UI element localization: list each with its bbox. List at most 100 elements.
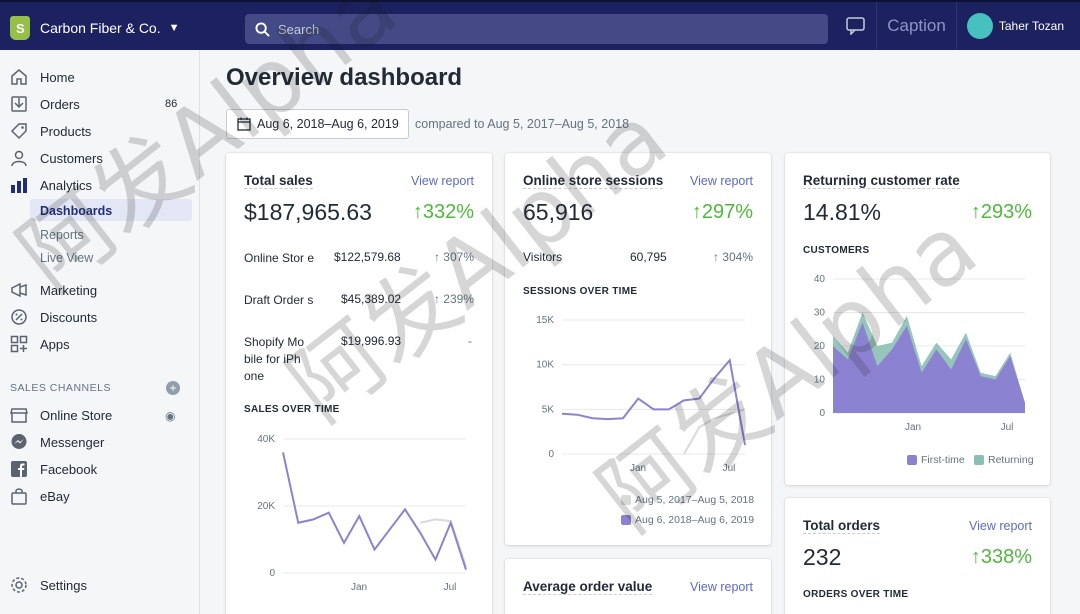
view-report-link[interactable]: View report bbox=[411, 174, 474, 188]
series-line-current bbox=[282, 452, 467, 570]
tag-icon bbox=[10, 122, 28, 140]
customers-chart: 0 10 20 30 40 Jan Jul bbox=[814, 274, 1025, 433]
orders-icon bbox=[10, 95, 28, 113]
card-title: Online store sessions bbox=[523, 173, 664, 189]
series-line-current bbox=[561, 357, 746, 446]
total-orders-change: ↑338% bbox=[970, 546, 1032, 568]
visitors-value: 60,795 bbox=[630, 250, 667, 264]
chart-title: ORDERS OVER TIME bbox=[803, 589, 909, 600]
sidebar-item-products[interactable]: Products bbox=[0, 119, 200, 143]
series-line-previous bbox=[683, 408, 746, 455]
avatar[interactable] bbox=[966, 13, 993, 39]
x-tick-label: Jul bbox=[723, 463, 736, 474]
sales-row-label: Shopify Mo bile for iPh one bbox=[244, 335, 305, 383]
y-tick-label: 10 bbox=[814, 375, 826, 386]
y-tick-label: 20 bbox=[814, 341, 826, 352]
sidebar-item-analytics[interactable]: Analytics bbox=[0, 173, 200, 197]
y-tick-label: 0 bbox=[819, 408, 825, 419]
bar-chart-icon bbox=[10, 176, 28, 194]
series-area-first-time bbox=[833, 322, 1025, 413]
sales-row-label: Draft Order s bbox=[244, 293, 314, 307]
view-report-link[interactable]: View report bbox=[690, 174, 753, 188]
sidebar-subitem-reports[interactable]: Reports bbox=[40, 228, 84, 242]
view-report-link[interactable]: View report bbox=[969, 519, 1032, 533]
sales-row-value: $122,579.68 bbox=[334, 250, 401, 264]
legend-returning: Returning bbox=[974, 454, 1034, 466]
sales-row-change: ↑ 239% bbox=[433, 292, 474, 306]
y-tick-label: 40K bbox=[257, 434, 275, 445]
date-range-label: Aug 6, 2018–Aug 6, 2019 bbox=[257, 117, 399, 131]
y-tick-label: 0 bbox=[548, 449, 554, 460]
store-switcher[interactable]: Carbon Fiber & Co. ▼ bbox=[10, 16, 180, 40]
home-icon bbox=[10, 68, 28, 86]
sidebar-item-marketing[interactable]: Marketing bbox=[0, 278, 200, 302]
calendar-icon bbox=[237, 117, 251, 131]
discount-icon bbox=[10, 308, 28, 326]
sales-over-time-chart: 0 20K 40K Jan Jul bbox=[257, 434, 467, 593]
returning-customer-card: Returning customer rate 14.81% ↑293% CUS… bbox=[785, 153, 1050, 485]
sidebar: Home Orders 86 Products Customers Analyt… bbox=[0, 50, 200, 614]
user-name[interactable]: Taher Tozan bbox=[998, 19, 1064, 33]
search-icon bbox=[255, 21, 270, 37]
chart-title: SALES OVER TIME bbox=[244, 404, 340, 415]
sidebar-item-online-store[interactable]: Online Store bbox=[0, 403, 200, 427]
sidebar-item-customers[interactable]: Customers bbox=[0, 146, 200, 170]
legend-current: Aug 6, 2018–Aug 6, 2019 bbox=[621, 514, 754, 526]
store-icon bbox=[10, 406, 28, 424]
x-tick-label: Jan bbox=[905, 422, 921, 433]
y-tick-label: 5K bbox=[542, 404, 555, 415]
sales-row-change: - bbox=[468, 334, 472, 348]
sidebar-subitem-live-view[interactable]: Live View bbox=[40, 251, 94, 265]
average-order-card: Average order value View report bbox=[505, 559, 771, 614]
y-tick-label: 15K bbox=[536, 315, 554, 326]
sidebar-item-facebook[interactable]: Facebook bbox=[0, 457, 200, 481]
view-report-link[interactable]: View report bbox=[690, 580, 753, 594]
x-tick-label: Jan bbox=[351, 582, 367, 593]
card-title: Total sales bbox=[244, 173, 313, 189]
chart-title: CUSTOMERS bbox=[803, 245, 870, 256]
total-orders-card: Total orders View report 232 ↑338% ORDER… bbox=[785, 498, 1050, 614]
search-input[interactable]: Search bbox=[245, 14, 828, 44]
apps-icon bbox=[10, 335, 28, 353]
sales-channels-title: SALES CHANNELS bbox=[10, 382, 111, 394]
sessions-value: 65,916 bbox=[523, 199, 594, 225]
chat-icon[interactable] bbox=[846, 17, 866, 35]
sales-row-value: $45,389.02 bbox=[341, 292, 402, 306]
megaphone-icon bbox=[10, 281, 28, 299]
x-tick-label: Jul bbox=[1001, 422, 1014, 433]
sales-row-value: $19,996.93 bbox=[341, 334, 402, 348]
add-channel-icon[interactable]: + bbox=[166, 381, 180, 395]
sidebar-item-home[interactable]: Home bbox=[0, 65, 200, 89]
sidebar-item-apps[interactable]: Apps bbox=[0, 332, 200, 356]
person-icon bbox=[10, 149, 28, 167]
legend-previous: Aug 5, 2017–Aug 5, 2018 bbox=[621, 494, 754, 506]
sidebar-item-orders[interactable]: Orders 86 bbox=[0, 92, 200, 116]
gear-icon bbox=[10, 576, 28, 594]
legend-first-time: First-time bbox=[907, 454, 965, 466]
card-title: Total orders bbox=[803, 518, 881, 534]
sidebar-subitem-dashboards[interactable]: Dashboards bbox=[40, 204, 113, 218]
bag-icon bbox=[10, 487, 28, 505]
x-tick-label: Jan bbox=[630, 463, 646, 474]
date-range-button[interactable]: Aug 6, 2018–Aug 6, 2019 bbox=[226, 109, 409, 139]
shopify-logo-icon bbox=[10, 16, 30, 40]
store-name: Carbon Fiber & Co. bbox=[40, 20, 161, 36]
sidebar-item-messenger[interactable]: Messenger bbox=[0, 430, 200, 454]
y-tick-label: 0 bbox=[269, 568, 275, 579]
compare-text: compared to Aug 5, 2017–Aug 5, 2018 bbox=[415, 117, 630, 131]
sidebar-item-discounts[interactable]: Discounts bbox=[0, 305, 200, 329]
sales-row-label: Online Stor e bbox=[244, 251, 315, 265]
visitors-change: ↑ 304% bbox=[712, 250, 753, 264]
card-title: Returning customer rate bbox=[803, 173, 960, 189]
eye-icon[interactable]: ◉ bbox=[165, 409, 176, 423]
chart-title: SESSIONS OVER TIME bbox=[523, 286, 638, 297]
sidebar-item-ebay[interactable]: eBay bbox=[0, 484, 200, 508]
x-tick-label: Jul bbox=[444, 582, 457, 593]
total-sales-card: Total sales View report $187,965.63 ↑332… bbox=[226, 153, 492, 614]
sidebar-item-settings[interactable]: Settings bbox=[0, 573, 200, 597]
total-sales-change: ↑332% bbox=[412, 201, 474, 223]
orders-count-badge: 86 bbox=[165, 98, 178, 110]
returning-change: ↑293% bbox=[970, 201, 1032, 223]
y-tick-label: 30 bbox=[814, 308, 826, 319]
y-tick-label: 10K bbox=[536, 360, 554, 371]
